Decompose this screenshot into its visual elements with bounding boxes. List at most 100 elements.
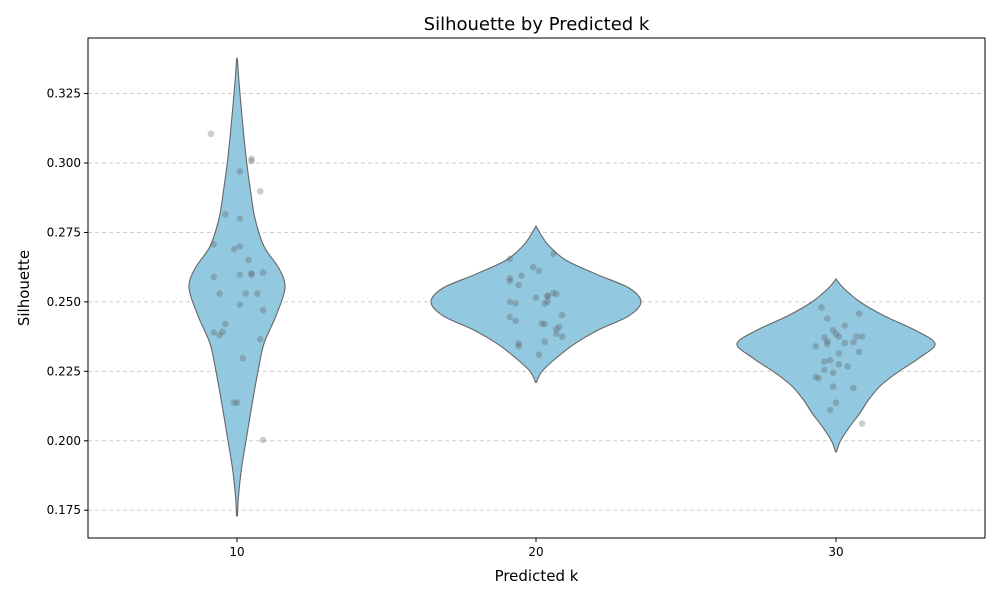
data-point: [230, 399, 238, 407]
y-axis-label: Silhouette: [15, 250, 33, 326]
data-point: [219, 328, 226, 336]
data-point: [821, 358, 828, 365]
data-point: [506, 274, 514, 282]
data-point: [826, 356, 834, 364]
data-point: [242, 290, 249, 297]
data-point: [538, 320, 546, 327]
y-tick-label: 0.300: [47, 156, 81, 170]
y-axis-ticks: 0.175 0.200 0.225 0.250 0.275 0.300 0.325: [47, 87, 88, 517]
violins: [188, 57, 936, 517]
data-point: [506, 298, 514, 306]
data-point: [210, 329, 218, 336]
data-point: [532, 294, 540, 302]
data-point: [253, 290, 261, 297]
chart-title: Silhouette by Predicted k: [424, 14, 650, 35]
data-point: [515, 340, 522, 347]
data-point: [853, 333, 860, 340]
data-point: [259, 306, 267, 314]
data-point: [248, 157, 255, 165]
data-point: [855, 310, 863, 317]
data-point: [844, 363, 851, 370]
data-point: [236, 215, 244, 222]
data-point: [832, 399, 840, 407]
data-point: [535, 351, 543, 358]
data-point: [821, 334, 828, 341]
data-point: [216, 331, 223, 339]
data-point: [835, 349, 843, 357]
data-point: [236, 301, 244, 308]
y-tick-label: 0.325: [47, 87, 81, 101]
data-point: [553, 290, 560, 298]
data-point: [550, 289, 557, 297]
data-point: [512, 317, 519, 325]
data-point: [835, 333, 843, 340]
data-point: [544, 292, 551, 300]
x-tick-label: 10: [229, 545, 244, 559]
data-point: [544, 293, 551, 300]
data-point: [818, 304, 825, 311]
data-point: [555, 323, 563, 331]
data-point: [230, 245, 238, 253]
data-point: [544, 298, 551, 306]
data-point: [541, 320, 548, 328]
data-point: [236, 168, 244, 175]
data-point: [248, 269, 255, 277]
data-point: [245, 256, 252, 264]
x-tick-label: 20: [528, 545, 543, 559]
data-point: [541, 338, 548, 345]
data-point: [210, 241, 218, 248]
x-axis-label: Predicted k: [495, 567, 579, 585]
violin-20: [430, 225, 642, 383]
data-point: [812, 343, 819, 350]
data-point: [259, 436, 267, 444]
data-point: [812, 373, 819, 381]
data-point: [518, 272, 525, 279]
data-point: [216, 290, 223, 297]
data-point: [248, 155, 255, 163]
data-point: [824, 340, 831, 348]
data-point: [529, 263, 537, 271]
y-tick-label: 0.225: [47, 364, 81, 378]
y-tick-label: 0.250: [47, 295, 81, 309]
y-tick-label: 0.200: [47, 434, 81, 448]
data-point: [210, 273, 218, 281]
data-point: [236, 271, 244, 278]
data-point: [829, 369, 837, 377]
data-point: [832, 330, 840, 338]
data-point: [558, 311, 566, 319]
data-point: [222, 211, 229, 218]
data-point: [512, 299, 519, 307]
data-point: [515, 281, 522, 289]
data-point: [829, 383, 837, 390]
data-point: [541, 299, 548, 307]
data-point: [515, 343, 522, 350]
data-point: [850, 338, 857, 346]
data-point: [850, 384, 857, 392]
data-point: [207, 130, 215, 138]
strip-points: [207, 130, 866, 444]
data-point: [239, 354, 247, 362]
data-point: [821, 366, 828, 374]
violin-30: [736, 278, 936, 453]
data-point: [841, 322, 848, 329]
data-point: [550, 250, 557, 258]
data-point: [826, 406, 834, 414]
data-point: [553, 325, 560, 333]
x-axis-ticks: 10 20 30: [229, 538, 844, 559]
x-tick-label: 30: [828, 545, 843, 559]
data-point: [553, 330, 560, 338]
data-point: [835, 361, 843, 368]
data-point: [858, 333, 866, 340]
data-point: [841, 339, 848, 347]
data-point: [858, 420, 866, 427]
data-point: [233, 399, 241, 407]
y-tick-label: 0.175: [47, 503, 81, 517]
data-point: [222, 320, 229, 328]
violin-10: [188, 57, 286, 517]
data-point: [558, 333, 566, 340]
data-point: [248, 271, 255, 278]
data-point: [236, 243, 244, 250]
data-point: [824, 338, 831, 345]
data-point: [824, 315, 831, 322]
